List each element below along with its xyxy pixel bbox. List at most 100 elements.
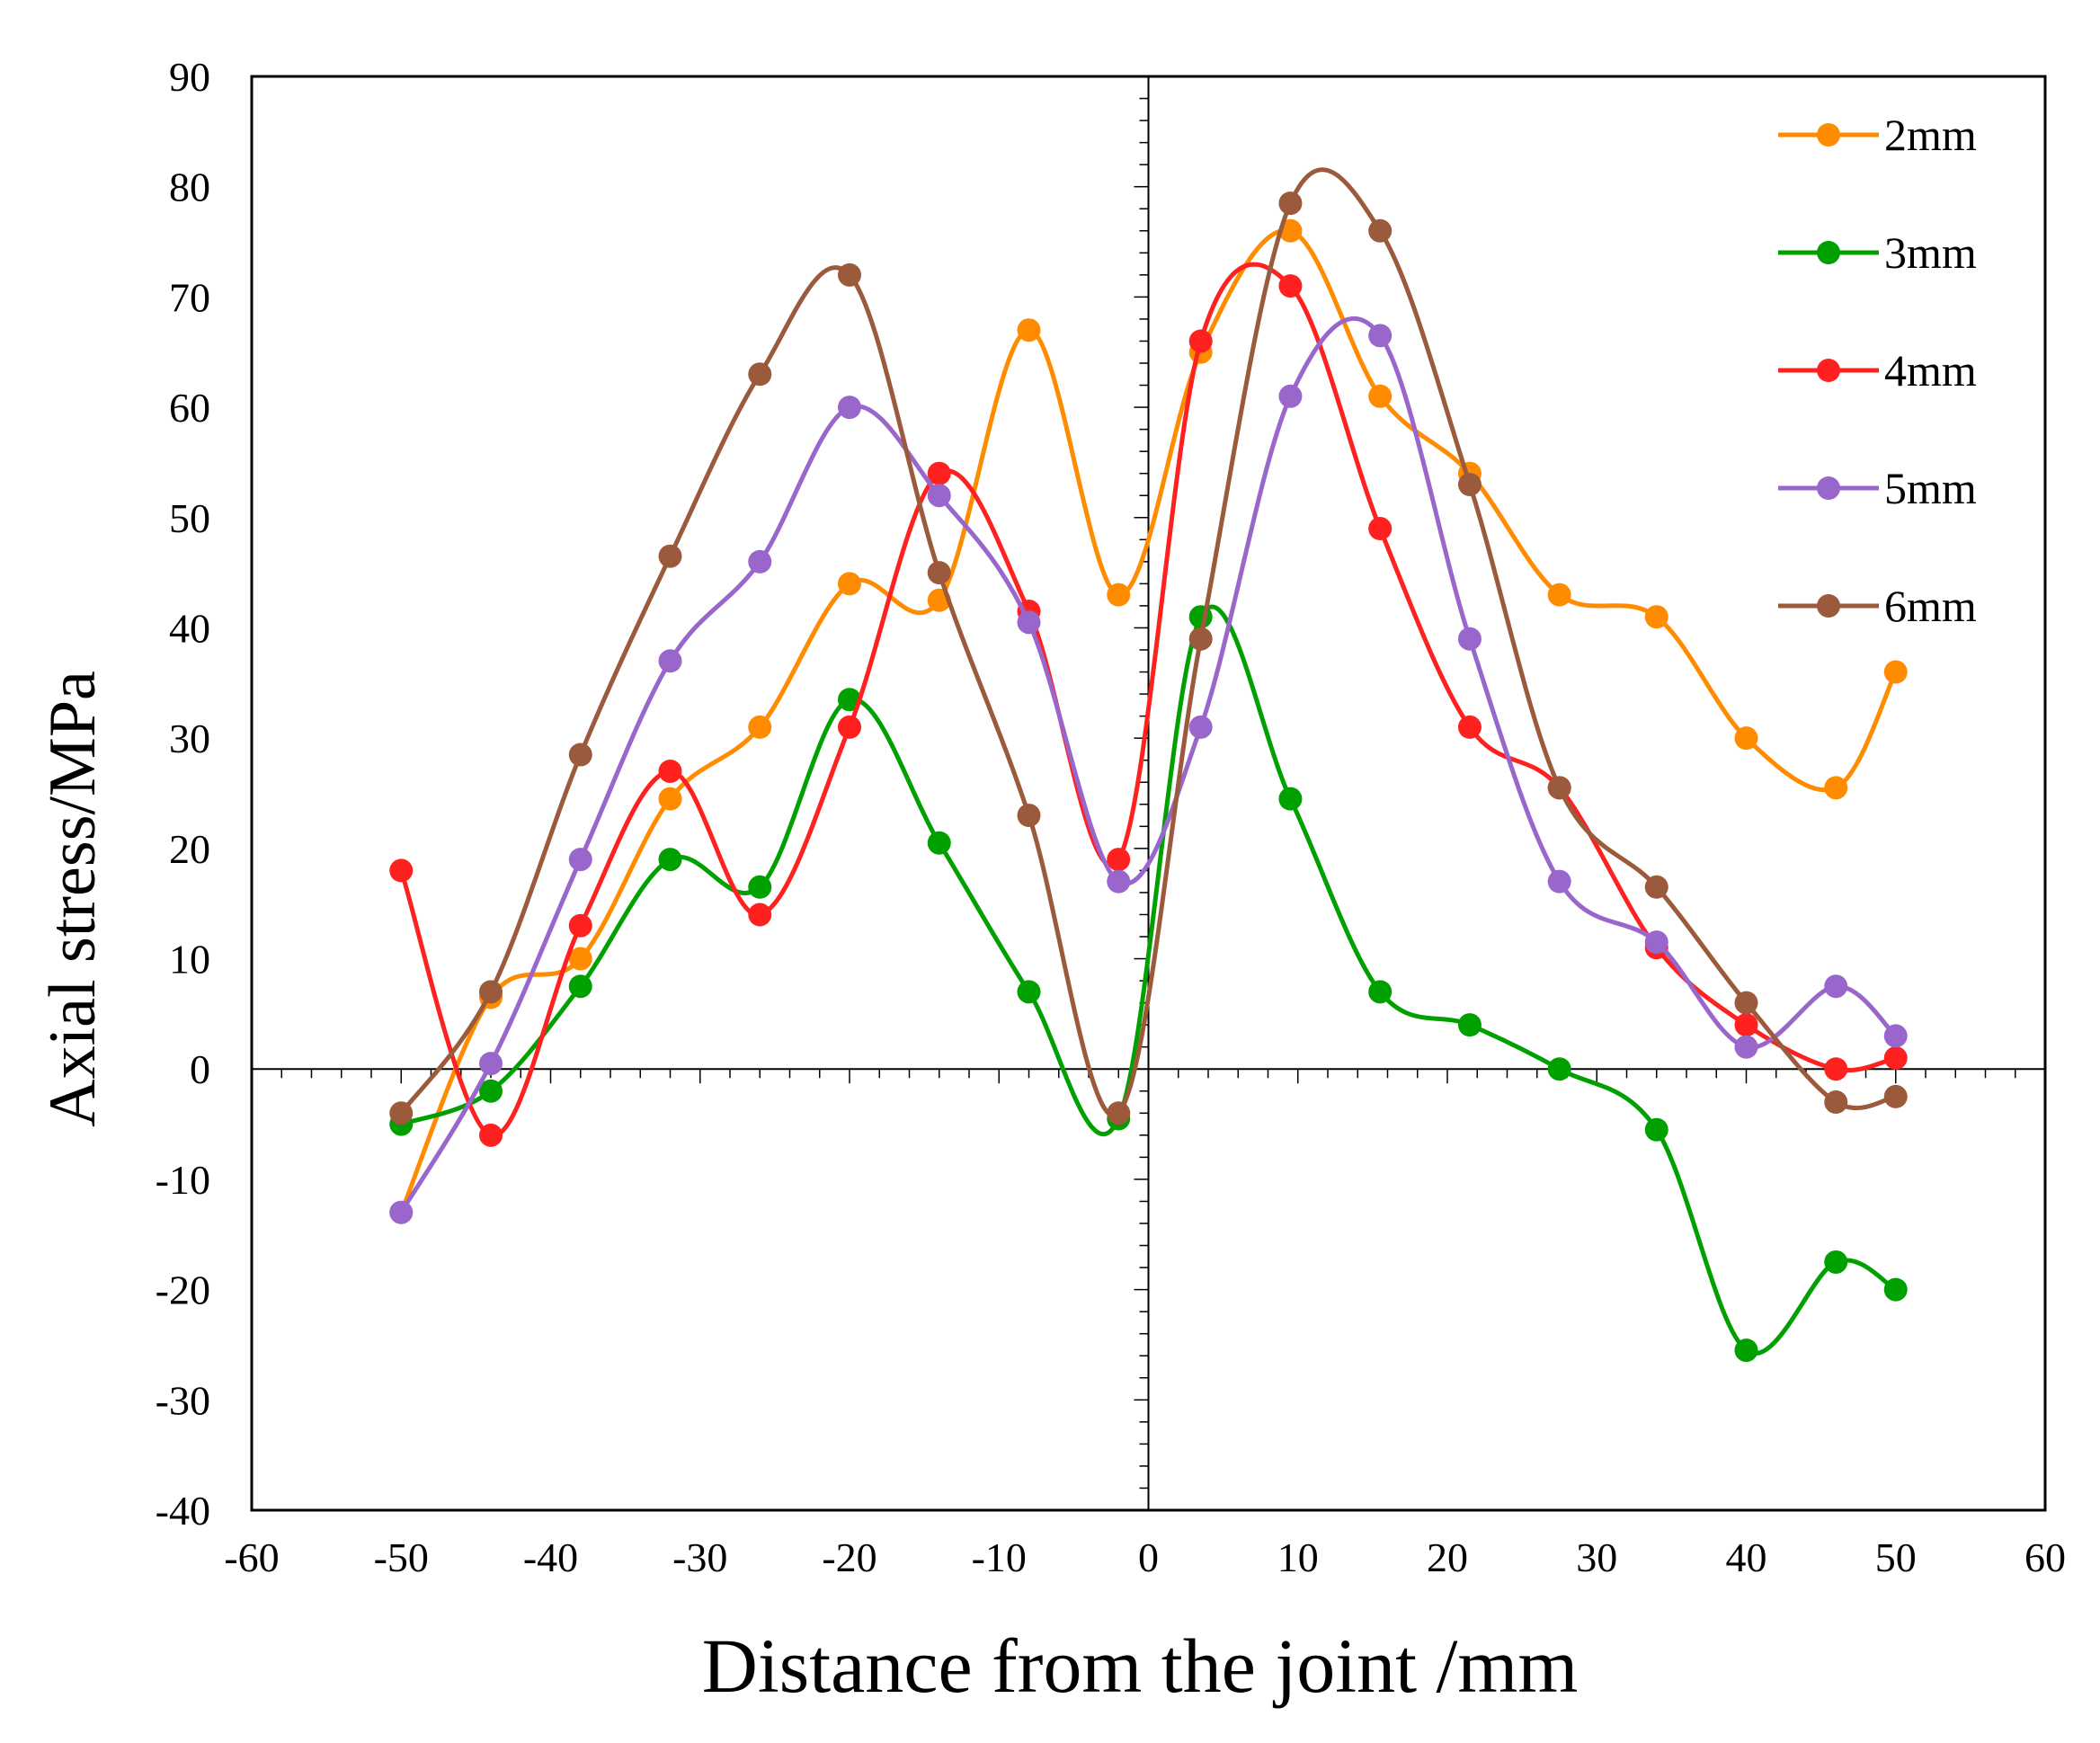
y-tick-label: 50: [169, 495, 210, 541]
legend-marker: [1817, 594, 1840, 618]
data-point-4mm: [568, 913, 592, 938]
legend-entry-4mm: 4mm: [1778, 345, 1977, 396]
data-point-3mm: [1457, 1013, 1482, 1037]
y-tick-label: -10: [156, 1157, 210, 1203]
data-point-6mm: [838, 262, 861, 287]
data-point-5mm: [479, 1052, 503, 1076]
data-point-3mm: [568, 974, 592, 999]
data-point-3mm: [1734, 1338, 1758, 1363]
data-point-5mm: [1017, 610, 1041, 635]
x-tick-label: 30: [1576, 1534, 1617, 1580]
y-tick-label: -20: [156, 1267, 210, 1313]
data-point-4mm: [748, 903, 772, 927]
data-point-5mm: [1547, 869, 1571, 894]
legend-entry-5mm: 5mm: [1778, 463, 1977, 513]
data-point-4mm: [1278, 274, 1303, 298]
y-tick-label: 70: [169, 274, 210, 320]
data-point-3mm: [1824, 1249, 1848, 1274]
x-tick-label: -40: [523, 1534, 578, 1580]
y-tick-label: 20: [169, 826, 210, 872]
legend-label: 5mm: [1884, 463, 1977, 513]
legend-entry-2mm: 2mm: [1778, 110, 1977, 160]
data-point-6mm: [1278, 191, 1303, 216]
data-point-5mm: [1188, 715, 1213, 739]
data-point-5mm: [1107, 869, 1131, 894]
legend-marker: [1817, 123, 1840, 147]
data-point-3mm: [1883, 1277, 1908, 1302]
data-point-5mm: [1644, 930, 1668, 955]
data-point-5mm: [658, 649, 682, 673]
data-point-4mm: [838, 715, 861, 739]
data-point-2mm: [1107, 582, 1131, 607]
series-line-5mm: [399, 316, 1898, 1214]
data-point-5mm: [1734, 1035, 1758, 1059]
data-point-6mm: [1734, 991, 1758, 1015]
data-point-5mm: [927, 484, 951, 508]
data-point-4mm: [1368, 517, 1393, 541]
legend-marker: [1817, 359, 1840, 382]
data-point-3mm: [1368, 980, 1393, 1004]
y-tick-label: 10: [169, 937, 210, 983]
data-point-6mm: [1547, 776, 1571, 800]
data-point-4mm: [389, 858, 414, 883]
legend-label: 2mm: [1884, 110, 1977, 160]
data-point-2mm: [1734, 726, 1758, 751]
x-tick-label: 50: [1875, 1534, 1917, 1580]
data-point-2mm: [1883, 660, 1908, 684]
data-point-5mm: [1278, 384, 1303, 408]
y-tick-label: 40: [169, 605, 210, 651]
data-point-6mm: [389, 1101, 414, 1125]
legend: 2mm 3mm 4mm 5mm 6mm: [1778, 110, 1977, 631]
data-point-2mm: [658, 787, 682, 811]
data-point-4mm: [1734, 1013, 1758, 1037]
data-point-3mm: [748, 875, 772, 899]
y-tick-label: 0: [190, 1046, 210, 1092]
data-point-3mm: [1188, 605, 1213, 629]
data-point-3mm: [1547, 1057, 1571, 1081]
data-point-5mm: [1824, 974, 1848, 999]
data-point-5mm: [1883, 1024, 1908, 1048]
data-point-4mm: [658, 759, 682, 783]
x-tick-label: -60: [224, 1534, 279, 1580]
legend-marker: [1817, 476, 1840, 500]
x-tick-label: -30: [672, 1534, 727, 1580]
x-tick-label: 60: [2024, 1534, 2066, 1580]
legend-label: 3mm: [1884, 227, 1977, 278]
data-point-5mm: [838, 396, 861, 420]
x-tick-label: -20: [822, 1534, 876, 1580]
x-tick-label: 0: [1138, 1534, 1159, 1580]
legend-label: 4mm: [1884, 345, 1977, 396]
data-point-2mm: [1368, 384, 1393, 408]
data-point-5mm: [1368, 324, 1393, 348]
series-5mm: [389, 316, 1908, 1224]
data-point-2mm: [568, 947, 592, 971]
data-point-3mm: [1017, 980, 1041, 1004]
legend-entry-6mm: 6mm: [1778, 581, 1977, 631]
data-point-5mm: [1457, 627, 1482, 651]
y-tick-label: 80: [169, 165, 210, 210]
data-point-6mm: [1457, 472, 1482, 496]
x-tick-label: 10: [1277, 1534, 1319, 1580]
data-point-4mm: [1883, 1045, 1908, 1070]
x-tick-label: -50: [374, 1534, 429, 1580]
data-point-3mm: [479, 1079, 503, 1103]
data-point-5mm: [748, 549, 772, 574]
data-point-4mm: [479, 1123, 503, 1147]
x-tick-label: -10: [972, 1534, 1027, 1580]
y-tick-label: 30: [169, 716, 210, 761]
data-point-2mm: [1547, 582, 1571, 607]
legend-marker: [1817, 241, 1840, 264]
series-3mm: [389, 604, 1908, 1363]
data-point-6mm: [1107, 1101, 1131, 1125]
data-point-6mm: [479, 980, 503, 1004]
y-tick-label: -30: [156, 1377, 210, 1423]
data-point-2mm: [1017, 318, 1041, 342]
legend-label: 6mm: [1884, 581, 1977, 631]
data-point-6mm: [1824, 1090, 1848, 1115]
series-layer: [389, 167, 1908, 1363]
data-point-6mm: [1017, 804, 1041, 828]
data-point-6mm: [658, 544, 682, 568]
x-axis-title: Distance from the joint /mm: [702, 1623, 1578, 1709]
data-point-6mm: [927, 561, 951, 585]
